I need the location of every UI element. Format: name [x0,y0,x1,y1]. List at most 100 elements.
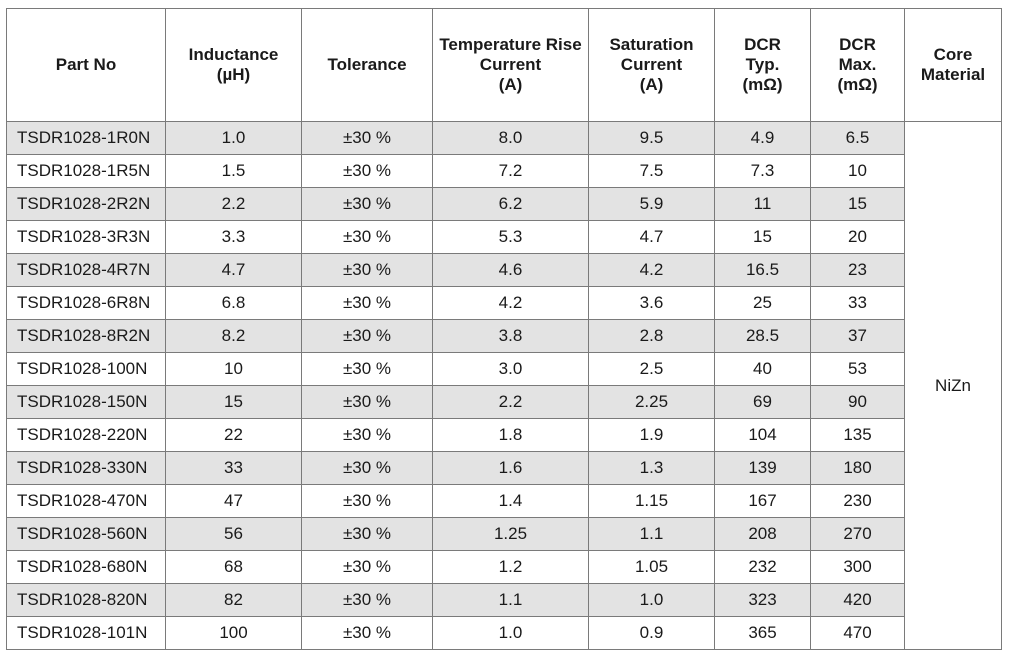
cell-tolerance: ±30 % [301,451,433,485]
column-header-dcr-max: DCR Max. (mΩ) [810,8,905,122]
cell-tolerance: ±30 % [301,484,433,518]
column-header-inductance: Inductance (µH) [165,8,302,122]
cell-dcr-max: 230 [810,484,905,518]
cell-temp-rise-current: 7.2 [432,154,589,188]
cell-saturation-current: 5.9 [588,187,715,221]
table-header: Part No Inductance (µH) Tolerance Temperatur… [6,8,1002,122]
column-header-text: (mΩ) [742,75,783,94]
column-header-text: Current [620,55,683,74]
cell-dcr-max: 300 [810,550,905,584]
cell-saturation-current: 1.9 [588,418,715,452]
cell-temp-rise-current: 5.3 [432,220,589,254]
cell-inductance: 10 [165,352,302,386]
cell-dcr-typ: 4.9 [714,121,811,155]
cell-inductance: 100 [165,616,302,650]
cell-inductance: 33 [165,451,302,485]
spec-table-container: Part No Inductance (µH) Tolerance Temperatur… [6,8,1002,650]
cell-dcr-max: 15 [810,187,905,221]
cell-inductance: 68 [165,550,302,584]
cell-tolerance: ±30 % [301,286,433,320]
cell-part-no: TSDR1028-100N [6,352,166,386]
cell-dcr-typ: 40 [714,352,811,386]
cell-temp-rise-current: 3.0 [432,352,589,386]
cell-dcr-typ: 15 [714,220,811,254]
column-header-core-material: Core Material [904,8,1002,122]
table-row: TSDR1028-150N 15 ±30 % 2.2 2.25 69 90 [6,385,1002,419]
cell-saturation-current: 0.9 [588,616,715,650]
cell-inductance: 1.0 [165,121,302,155]
cell-dcr-max: 6.5 [810,121,905,155]
cell-saturation-current: 1.3 [588,451,715,485]
cell-part-no: TSDR1028-4R7N [6,253,166,287]
table-row: TSDR1028-1R5N 1.5 ±30 % 7.2 7.5 7.3 10 [6,154,1002,188]
cell-part-no: TSDR1028-1R5N [6,154,166,188]
cell-saturation-current: 1.0 [588,583,715,617]
cell-tolerance: ±30 % [301,550,433,584]
cell-part-no: TSDR1028-8R2N [6,319,166,353]
cell-inductance: 15 [165,385,302,419]
cell-part-no: TSDR1028-560N [6,517,166,551]
column-header-text: Saturation [609,35,694,54]
cell-dcr-typ: 208 [714,517,811,551]
table-row: TSDR1028-820N 82 ±30 % 1.1 1.0 323 420 [6,583,1002,617]
column-header-text: Current [479,55,542,74]
cell-temp-rise-current: 1.1 [432,583,589,617]
cell-dcr-max: 37 [810,319,905,353]
column-header-temp-rise-current: Temperature Rise Current (A) [432,8,589,122]
cell-tolerance: ±30 % [301,154,433,188]
cell-dcr-typ: 323 [714,583,811,617]
column-header-text: (A) [639,75,664,94]
cell-dcr-max: 33 [810,286,905,320]
cell-dcr-max: 10 [810,154,905,188]
cell-temp-rise-current: 1.0 [432,616,589,650]
cell-part-no: TSDR1028-101N [6,616,166,650]
cell-dcr-typ: 28.5 [714,319,811,353]
cell-temp-rise-current: 8.0 [432,121,589,155]
column-header-text: (mΩ) [837,75,878,94]
table-row: TSDR1028-101N 100 ±30 % 1.0 0.9 365 470 [6,616,1002,650]
cell-inductance: 3.3 [165,220,302,254]
cell-dcr-typ: 25 [714,286,811,320]
cell-part-no: TSDR1028-820N [6,583,166,617]
cell-inductance: 6.8 [165,286,302,320]
cell-saturation-current: 1.05 [588,550,715,584]
cell-dcr-typ: 139 [714,451,811,485]
table-row: TSDR1028-8R2N 8.2 ±30 % 3.8 2.8 28.5 37 [6,319,1002,353]
table-row: TSDR1028-330N 33 ±30 % 1.6 1.3 139 180 [6,451,1002,485]
cell-tolerance: ±30 % [301,121,433,155]
header-row: Part No Inductance (µH) Tolerance Temperatur… [6,8,1002,122]
cell-tolerance: ±30 % [301,220,433,254]
cell-dcr-typ: 69 [714,385,811,419]
cell-tolerance: ±30 % [301,187,433,221]
column-header-text: Part No [55,55,117,74]
cell-temp-rise-current: 1.2 [432,550,589,584]
cell-tolerance: ±30 % [301,517,433,551]
table-row: TSDR1028-2R2N 2.2 ±30 % 6.2 5.9 11 15 [6,187,1002,221]
cell-inductance: 8.2 [165,319,302,353]
column-header-text: DCR [839,35,876,54]
cell-tolerance: ±30 % [301,253,433,287]
column-header-text: Temperature Rise [439,35,582,54]
column-header-part-no: Part No [6,8,166,122]
cell-saturation-current: 1.15 [588,484,715,518]
cell-part-no: TSDR1028-330N [6,451,166,485]
cell-saturation-current: 2.5 [588,352,715,386]
column-header-tolerance: Tolerance [301,8,433,122]
table-row: TSDR1028-3R3N 3.3 ±30 % 5.3 4.7 15 20 [6,220,1002,254]
cell-dcr-max: 90 [810,385,905,419]
column-header-text: Max. [838,55,877,74]
table-row: TSDR1028-220N 22 ±30 % 1.8 1.9 104 135 [6,418,1002,452]
column-header-text: (A) [498,75,523,94]
cell-dcr-max: 135 [810,418,905,452]
cell-tolerance: ±30 % [301,418,433,452]
cell-temp-rise-current: 1.25 [432,517,589,551]
cell-saturation-current: 3.6 [588,286,715,320]
cell-part-no: TSDR1028-1R0N [6,121,166,155]
cell-saturation-current: 4.2 [588,253,715,287]
cell-temp-rise-current: 3.8 [432,319,589,353]
cell-dcr-typ: 7.3 [714,154,811,188]
table-row: TSDR1028-470N 47 ±30 % 1.4 1.15 167 230 [6,484,1002,518]
cell-dcr-max: 180 [810,451,905,485]
cell-inductance: 22 [165,418,302,452]
cell-dcr-typ: 11 [714,187,811,221]
